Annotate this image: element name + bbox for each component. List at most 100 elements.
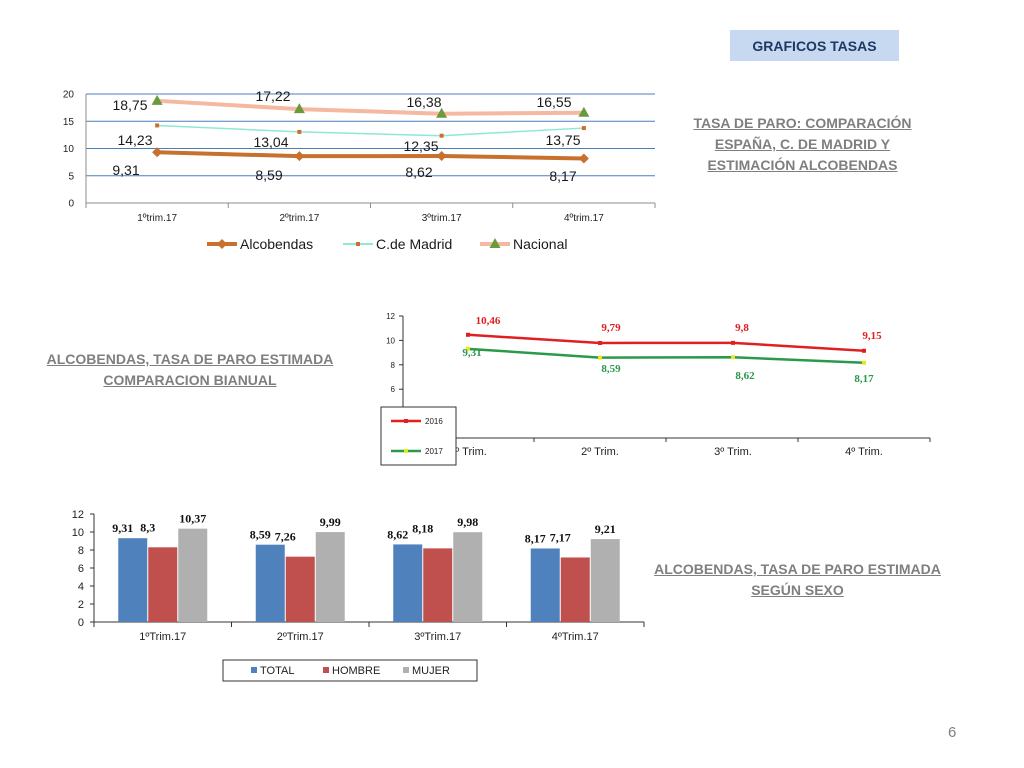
legend-marker [404, 449, 408, 453]
data-label: 17,22 [255, 88, 290, 104]
bar [285, 556, 315, 622]
data-point [293, 103, 305, 114]
data-label: 13,04 [253, 134, 288, 150]
data-label: 9,15 [862, 330, 882, 342]
data-point [578, 106, 590, 117]
y-tick-label: 15 [63, 117, 75, 128]
bar [315, 532, 345, 622]
data-point [152, 147, 163, 158]
x-tick-label: 4ºTrim.17 [552, 631, 599, 643]
x-tick-label: 2ºTrim.17 [277, 631, 324, 643]
x-tick-label: 4ºtrim.17 [564, 213, 604, 224]
legend-swatch [251, 667, 257, 673]
data-label: 8,17 [549, 168, 576, 184]
chart2-heading: ALCOBENDAS, TASA DE PARO ESTIMADA COMPAR… [46, 351, 334, 388]
legend-marker [356, 242, 360, 246]
y-tick-label: 6 [78, 563, 84, 575]
data-point [581, 126, 586, 131]
x-tick-label: 2º Trim. [581, 446, 619, 458]
y-tick-label: 8 [78, 545, 84, 557]
data-label: 7,17 [550, 530, 571, 544]
x-tick-label: 1ºtrim.17 [137, 213, 177, 224]
data-label: 9,31 [462, 347, 481, 359]
y-tick-label: 5 [68, 171, 74, 182]
data-point [155, 123, 160, 128]
data-point [466, 346, 470, 351]
legend-box [380, 406, 457, 466]
bar [178, 528, 208, 622]
bar [530, 548, 560, 622]
chart1-heading: TASA DE PARO: COMPARACIÓN ESPAÑA, C. DE … [693, 115, 912, 173]
data-point [731, 340, 735, 345]
data-label: 8,59 [250, 528, 271, 542]
x-tick-label: 2ºtrim.17 [279, 213, 319, 224]
page-number: 6 [948, 724, 957, 741]
y-tick-label: 20 [63, 90, 75, 101]
data-label: 8,59 [601, 363, 621, 375]
y-tick-label: 10 [72, 527, 84, 539]
data-label: 13,75 [545, 132, 580, 148]
legend-label: Nacional [513, 236, 567, 252]
y-tick-label: 10 [386, 336, 395, 345]
x-tick-label: 3ºTrim.17 [414, 631, 461, 643]
data-point [731, 355, 735, 360]
data-point [578, 153, 589, 164]
legend-label: C.de Madrid [376, 236, 452, 252]
x-tick-label: 1ºTrim.17 [139, 631, 186, 643]
data-label: 8,62 [387, 527, 408, 541]
y-tick-label: 8 [391, 361, 396, 370]
data-point [294, 151, 305, 162]
y-tick-label: 12 [72, 509, 84, 521]
legend-swatch [323, 667, 329, 673]
data-label: 9,79 [601, 322, 621, 334]
data-point [297, 129, 302, 134]
x-tick-label: 3ºtrim.17 [422, 213, 462, 224]
data-label: 14,23 [117, 132, 152, 148]
series-line [467, 347, 865, 364]
bar [148, 547, 178, 622]
data-point [466, 332, 470, 337]
chart3-heading: ALCOBENDAS, TASA DE PARO ESTIMADA SEGÚN … [654, 561, 941, 598]
y-tick-label: 0 [68, 199, 74, 210]
data-label: 9,99 [320, 515, 341, 529]
data-point [151, 94, 163, 105]
bar [393, 544, 423, 622]
series-line [157, 150, 584, 161]
y-tick-label: 10 [63, 144, 75, 155]
legend-label: 2016 [425, 417, 443, 426]
y-tick-label: 6 [391, 385, 396, 394]
data-label: 8,62 [405, 164, 432, 180]
legend-label: 2017 [425, 447, 443, 456]
data-label: 8,17 [854, 373, 874, 385]
data-point [436, 151, 447, 162]
y-tick-label: 4 [78, 581, 84, 593]
legend-label: HOMBRE [332, 665, 380, 677]
legend-label: MUJER [412, 665, 450, 677]
data-label: 9,31 [112, 162, 139, 178]
data-label: 9,98 [457, 515, 478, 529]
data-point [862, 348, 866, 353]
data-label: 12,35 [403, 138, 438, 154]
data-label: 8,59 [255, 167, 282, 183]
y-tick-label: 2 [78, 599, 84, 611]
legend-label: Alcobendas [240, 236, 313, 252]
data-label: 16,38 [406, 94, 441, 110]
data-label: 9,21 [595, 522, 616, 536]
section-badge: GRAFICOS TASAS [730, 30, 899, 61]
bar [255, 544, 285, 622]
data-label: 10,37 [179, 512, 206, 526]
legend-label: TOTAL [260, 665, 294, 677]
data-point [439, 133, 444, 138]
x-tick-label: 3º Trim. [714, 446, 752, 458]
bar [118, 538, 148, 622]
data-label: 8,18 [412, 521, 433, 535]
data-label: 18,75 [112, 97, 147, 113]
bar [423, 548, 453, 622]
data-label: 9,31 [112, 521, 133, 535]
data-point [598, 340, 602, 345]
x-tick-label: 1º Trim. [449, 446, 487, 458]
x-tick-label: 4º Trim. [845, 446, 883, 458]
data-label: 10,46 [476, 315, 501, 327]
